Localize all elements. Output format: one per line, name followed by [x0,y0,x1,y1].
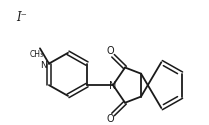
Text: N: N [109,81,117,91]
Text: O: O [106,114,114,124]
Text: N⁺: N⁺ [40,61,52,70]
Text: CH₃: CH₃ [30,50,44,59]
Text: O: O [106,46,114,56]
Text: I⁻: I⁻ [17,11,27,24]
